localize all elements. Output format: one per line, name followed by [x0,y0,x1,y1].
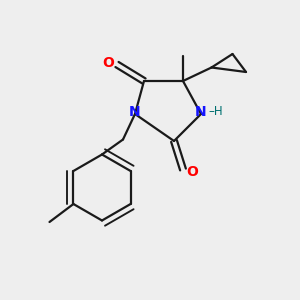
Text: N: N [195,106,207,119]
Text: N: N [129,106,140,119]
Text: O: O [186,166,198,179]
Text: –H: –H [209,105,223,118]
Text: O: O [103,56,115,70]
